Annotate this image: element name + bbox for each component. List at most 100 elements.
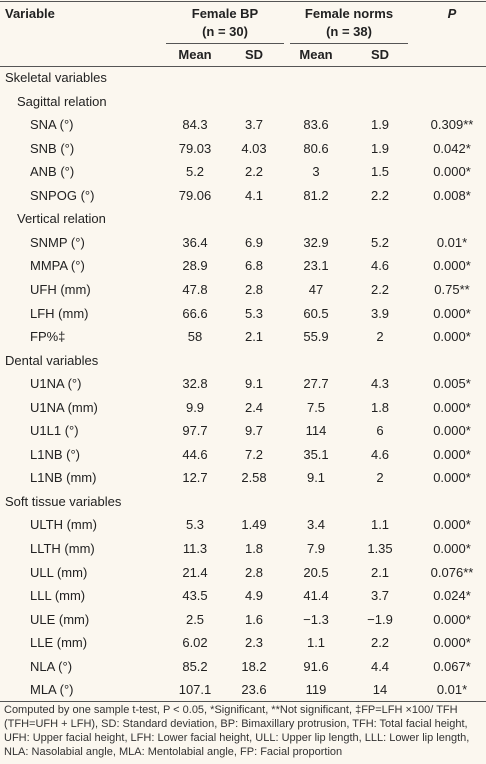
cell: 47.8	[182, 281, 208, 297]
row-label: LFH (mm)	[30, 305, 89, 321]
cell: 14	[372, 682, 388, 698]
cell: 9.1	[244, 376, 264, 392]
cell: 23.6	[241, 682, 267, 698]
cell: 1.8	[244, 541, 264, 556]
cell: 5.3	[244, 305, 264, 321]
cell: 2.1	[244, 329, 264, 345]
cell: 41.4	[303, 588, 329, 604]
header-cell: Mean	[178, 47, 212, 62]
cell: 6	[376, 423, 384, 439]
cell: 6.9	[244, 234, 264, 250]
cell: 7.9	[306, 541, 326, 556]
cell: 1.5	[370, 164, 390, 180]
cell: 2.4	[244, 399, 264, 415]
cell: 1.9	[370, 117, 390, 133]
cell: 35.1	[303, 446, 329, 462]
row-label: NLA (°)	[30, 658, 73, 674]
cell: 28.9	[182, 258, 208, 274]
cell: 0.000*	[433, 399, 471, 415]
cell: 0.005*	[433, 376, 471, 392]
cell: 0.008*	[433, 187, 471, 203]
cell: 4.6	[370, 446, 390, 462]
cell: 2.2	[370, 281, 390, 297]
row-label: ULL (mm)	[30, 564, 88, 580]
cell: 4.4	[370, 658, 390, 674]
section-label: Skeletal variables	[5, 70, 107, 85]
row-label: U1NA (mm)	[30, 399, 98, 415]
cell: 6.8	[244, 258, 264, 274]
cell: 3.7	[244, 117, 264, 133]
section-label: Dental variables	[5, 352, 99, 368]
header-cell: Variable	[5, 6, 55, 21]
cell: 0.067*	[433, 658, 471, 674]
cell: 119	[305, 682, 327, 698]
cell: 81.2	[303, 187, 329, 203]
cell: 43.5	[182, 588, 208, 604]
cell: 85.2	[182, 658, 208, 674]
cell: 91.6	[303, 658, 329, 674]
cell: 0.000*	[433, 446, 471, 462]
cell: 0.000*	[433, 611, 471, 627]
cell: 0.75**	[434, 281, 470, 297]
row-label: FP%‡	[30, 329, 66, 345]
cell: 2.2	[370, 187, 390, 203]
header-cell: (n = 38)	[326, 24, 372, 39]
top-rule	[0, 1, 486, 2]
subsection-label: Sagittal relation	[17, 93, 107, 109]
cell: 21.4	[182, 564, 208, 580]
row-label: SNPOG (°)	[30, 187, 95, 203]
cell: 1.35	[367, 541, 393, 556]
cell: 20.5	[303, 564, 329, 580]
cell: 1.8	[370, 399, 390, 415]
cell: 79.06	[178, 187, 212, 203]
cell: 3.9	[370, 305, 390, 321]
cell: 0.000*	[433, 423, 471, 439]
cell: 9.1	[306, 470, 326, 486]
header-cell: P	[447, 6, 457, 21]
bottom-rule	[0, 701, 486, 702]
header-cell: Female BP	[191, 6, 259, 21]
cell: 79.03	[178, 140, 212, 156]
cell: 66.6	[182, 305, 208, 321]
cell: 4.03	[241, 140, 267, 156]
cell: 1.49	[241, 517, 267, 533]
cell: 0.000*	[433, 329, 471, 345]
cell: 2.58	[241, 470, 267, 486]
row-label: UFH (mm)	[30, 281, 91, 297]
cell: 0.309**	[430, 117, 474, 133]
cell: 12.7	[182, 470, 208, 486]
cell: 0.024*	[433, 588, 471, 604]
cell: 2.2	[244, 164, 264, 180]
cell: 83.6	[303, 117, 329, 133]
cell: 1.1	[370, 517, 390, 533]
row-label: ANB (°)	[30, 164, 75, 180]
cell: 0.042*	[433, 140, 471, 156]
cell: 84.3	[182, 117, 208, 133]
cell: 3.4	[306, 517, 326, 533]
row-label: MMPA (°)	[30, 258, 85, 274]
cell: 60.5	[303, 305, 329, 321]
cell: 4.1	[244, 187, 264, 203]
cell: 18.2	[241, 658, 267, 674]
cell: 114	[305, 423, 327, 439]
row-label: MLA (°)	[30, 682, 74, 698]
cell: 2.1	[370, 564, 390, 580]
cell: 4.9	[244, 588, 264, 604]
cell: 0.01*	[436, 682, 468, 698]
cell: 7.5	[306, 399, 326, 415]
header-cell: (n = 30)	[202, 24, 248, 39]
cell: 0.000*	[433, 635, 471, 651]
row-label: ULTH (mm)	[30, 517, 97, 533]
cell: −1.9	[367, 611, 393, 627]
group-rule	[290, 43, 408, 44]
row-label: L1NB (mm)	[30, 470, 97, 486]
cell: 23.1	[303, 258, 329, 274]
cell: 36.4	[182, 234, 208, 250]
cell: 4.6	[370, 258, 390, 274]
cell: 2.3	[244, 635, 264, 651]
cell: 5.3	[185, 517, 205, 533]
cell: 80.6	[303, 140, 329, 156]
cell: 0.000*	[433, 305, 471, 321]
row-label: SNA (°)	[30, 117, 74, 133]
cell: −1.3	[303, 611, 329, 627]
